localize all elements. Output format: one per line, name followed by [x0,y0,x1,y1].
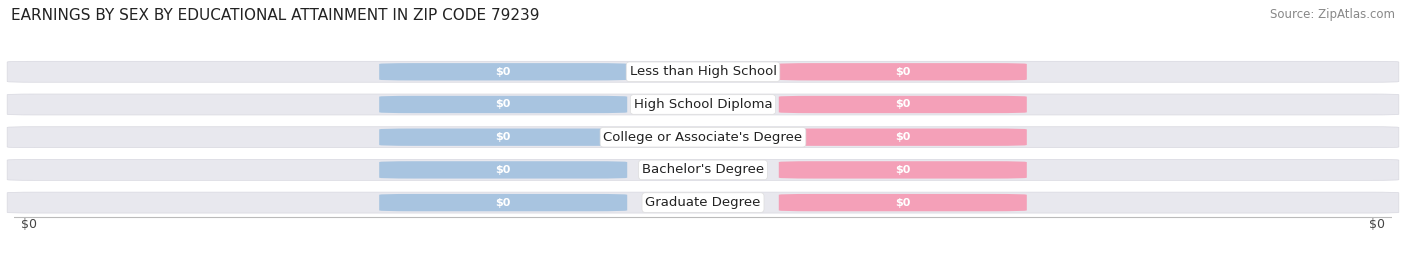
FancyBboxPatch shape [779,63,1026,80]
Text: $0: $0 [495,165,510,175]
Text: $0: $0 [495,198,510,208]
FancyBboxPatch shape [779,194,1026,211]
Text: $0: $0 [495,100,510,109]
Text: College or Associate's Degree: College or Associate's Degree [603,131,803,144]
Text: High School Diploma: High School Diploma [634,98,772,111]
Text: Less than High School: Less than High School [630,65,776,78]
FancyBboxPatch shape [779,129,1026,146]
Text: EARNINGS BY SEX BY EDUCATIONAL ATTAINMENT IN ZIP CODE 79239: EARNINGS BY SEX BY EDUCATIONAL ATTAINMEN… [11,8,540,23]
Text: $0: $0 [495,67,510,77]
FancyBboxPatch shape [779,96,1026,113]
Text: Graduate Degree: Graduate Degree [645,196,761,209]
FancyBboxPatch shape [380,63,627,80]
FancyBboxPatch shape [7,61,1399,82]
FancyBboxPatch shape [380,194,627,211]
FancyBboxPatch shape [7,127,1399,148]
FancyBboxPatch shape [7,160,1399,180]
Text: $0: $0 [896,132,911,142]
FancyBboxPatch shape [380,129,627,146]
Text: $0: $0 [896,165,911,175]
Text: $0: $0 [495,132,510,142]
Text: $0: $0 [896,100,911,109]
Text: $0: $0 [896,198,911,208]
FancyBboxPatch shape [380,96,627,113]
FancyBboxPatch shape [779,161,1026,179]
FancyBboxPatch shape [7,94,1399,115]
Text: Source: ZipAtlas.com: Source: ZipAtlas.com [1270,8,1395,21]
Text: Bachelor's Degree: Bachelor's Degree [643,163,763,176]
FancyBboxPatch shape [7,192,1399,213]
FancyBboxPatch shape [380,161,627,179]
Text: $0: $0 [21,218,37,231]
Text: $0: $0 [1369,218,1385,231]
Text: $0: $0 [896,67,911,77]
